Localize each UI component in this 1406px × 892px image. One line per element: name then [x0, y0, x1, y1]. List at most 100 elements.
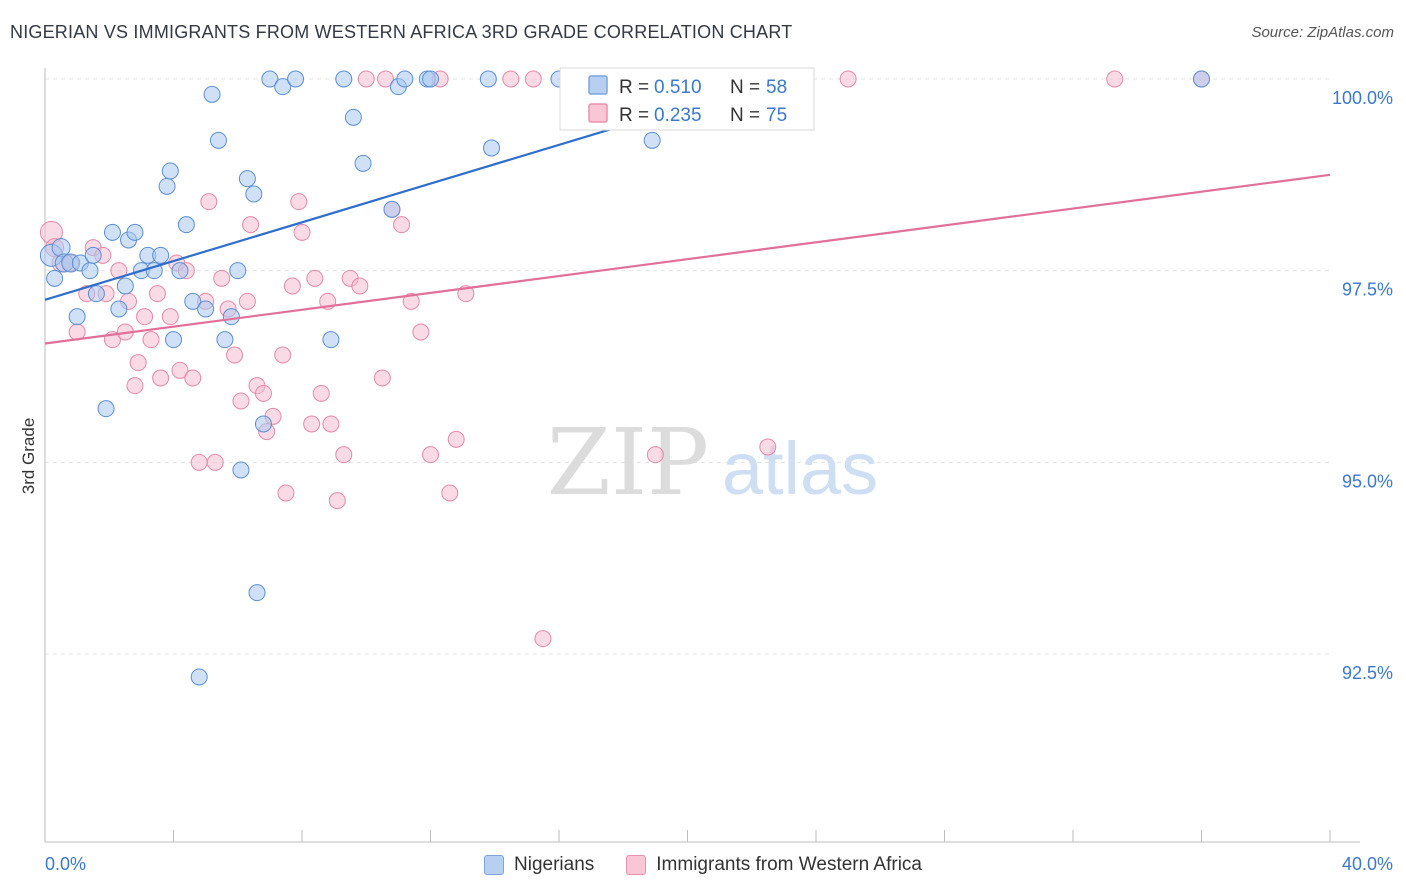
western-africa-point [254, 384, 272, 402]
western-africa-point [238, 292, 256, 310]
western-africa-point [213, 269, 231, 287]
watermark-atlas: atlas [722, 427, 878, 510]
nigerian-point [335, 70, 353, 88]
western-africa-point [293, 223, 311, 241]
y-tick-label: 97.5% [1342, 280, 1393, 300]
western-africa-point [277, 484, 295, 502]
svg-text:R = 0.235 N =: R = 0.235 N = 75 [619, 105, 787, 126]
western-africa-point [184, 369, 202, 387]
axes-layer [44, 68, 1360, 843]
western-africa-point [328, 492, 346, 510]
nigerian-point [248, 584, 266, 602]
western-africa-point [136, 308, 154, 326]
western-africa-point [322, 415, 340, 433]
nigerian-point [184, 292, 202, 310]
western-africa-point [839, 70, 857, 88]
nigerian-point [110, 300, 128, 318]
legend-pink-n-label: N = [730, 105, 765, 126]
series-legend: Nigerians Immigrants from Western Africa [0, 852, 1406, 878]
nigerian-point [197, 300, 215, 318]
nigerian-point [68, 308, 86, 326]
legend-blue-r-label: R = [619, 77, 654, 98]
nigerian-point [479, 70, 497, 88]
x-tick-label-max: 40.0% [1342, 854, 1393, 874]
western-africa-point [200, 193, 218, 211]
source-credit: Source: ZipAtlas.com [1251, 24, 1394, 41]
nigerian-point [422, 70, 439, 88]
western-africa-point [242, 216, 260, 234]
nigerian-point [287, 70, 305, 88]
western-africa-point [759, 438, 777, 456]
western-africa-point [534, 630, 552, 648]
western-africa-point [646, 446, 664, 464]
western-africa-point [357, 70, 375, 88]
legend-pink-r-value: 0.235 [654, 105, 702, 126]
western-africa-point [274, 346, 292, 364]
nigerians-label: Nigerians [514, 854, 595, 875]
legend-blue-r-value: 0.510 [654, 77, 702, 98]
nigerian-point [152, 246, 170, 264]
nigerian-point [383, 200, 401, 218]
western-africa-point [190, 453, 208, 471]
western-africa-point [422, 446, 439, 464]
nigerian-point [396, 70, 414, 88]
watermark-zip: ZIP [547, 409, 709, 516]
western-africa-point [161, 308, 179, 326]
nigerian-point [229, 262, 247, 280]
western-africa-point [152, 369, 170, 387]
western-africa-point [447, 430, 465, 448]
western-africa-point [142, 331, 160, 349]
nigerian-point [46, 269, 64, 287]
nigerian-point [238, 170, 256, 188]
grid-layer [45, 78, 1330, 655]
y-tick-label: 100.0% [1332, 88, 1393, 108]
legend-item-western-africa[interactable]: Immigrants from Western Africa [626, 854, 922, 876]
nigerian-point [216, 331, 234, 349]
blue-series-points [39, 70, 1210, 686]
nigerian-point [190, 668, 208, 686]
nigerian-point [643, 131, 661, 149]
nigerian-point [245, 185, 263, 203]
legend-blue-n-label: N = [730, 77, 765, 98]
nigerian-point [354, 154, 372, 172]
nigerian-point [97, 400, 115, 418]
chart-title: NIGERIAN VS IMMIGRANTS FROM WESTERN AFRI… [10, 22, 793, 42]
western-africa-point [232, 392, 250, 410]
western-africa-point [303, 415, 321, 433]
western-africa-swatch [626, 855, 647, 875]
nigerian-point [87, 285, 105, 303]
nigerian-point [261, 70, 279, 88]
nigerian-point [203, 85, 221, 103]
western-africa-point [441, 484, 459, 502]
nigerian-point [84, 246, 102, 264]
pink-series-points [39, 70, 1210, 648]
western-africa-label: Immigrants from Western Africa [656, 854, 922, 875]
nigerian-point [254, 415, 272, 433]
western-africa-point [351, 277, 369, 295]
western-africa-point [171, 361, 189, 379]
nigerian-point [274, 78, 292, 96]
western-africa-point [335, 446, 353, 464]
svg-text:R = 0.510 N =: R = 0.510 N = 58 [619, 77, 787, 98]
western-africa-point [290, 193, 308, 211]
nigerian-point [222, 308, 240, 326]
legend-item-nigerians[interactable]: Nigerians [484, 854, 594, 876]
legend-pink-swatch [588, 103, 608, 123]
western-africa-point [312, 384, 330, 402]
western-africa-point [1106, 70, 1124, 88]
western-africa-point [206, 453, 224, 471]
nigerian-point [116, 277, 134, 295]
western-africa-point [148, 285, 166, 303]
legend-blue-swatch [588, 75, 608, 95]
western-africa-point [226, 346, 244, 364]
legend-pink-n-value: 75 [766, 105, 787, 126]
tick-labels: 92.5% 95.0% 97.5% 100.0% 0.0% 40.0% [45, 88, 1393, 874]
western-africa-point [129, 354, 147, 372]
nigerian-point [1193, 70, 1210, 88]
y-tick-label: 95.0% [1342, 471, 1393, 491]
nigerian-point [209, 131, 227, 149]
western-africa-point [373, 369, 391, 387]
western-africa-point [377, 70, 395, 88]
zipatlas-watermark: ZIP atlas [547, 409, 878, 516]
legend-blue-n-value: 58 [766, 77, 787, 98]
